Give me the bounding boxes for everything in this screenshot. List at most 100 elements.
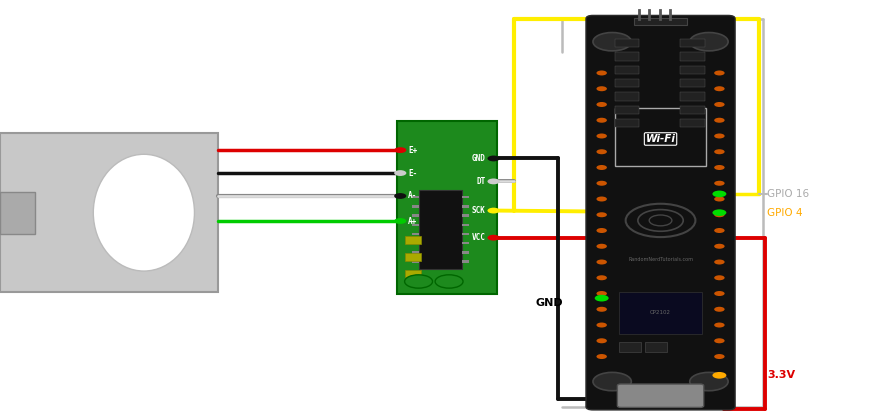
Circle shape xyxy=(596,228,607,233)
Bar xyxy=(397,121,497,294)
Circle shape xyxy=(596,102,607,107)
Text: SCK: SCK xyxy=(472,206,486,215)
Bar xyxy=(462,196,469,198)
Circle shape xyxy=(596,165,607,170)
Circle shape xyxy=(596,291,607,296)
Bar xyxy=(615,106,639,114)
Text: A+: A+ xyxy=(408,216,418,226)
Bar xyxy=(615,92,639,100)
Text: VCC: VCC xyxy=(472,233,486,242)
Text: GND: GND xyxy=(472,154,486,163)
Bar xyxy=(619,292,702,334)
Circle shape xyxy=(714,181,725,186)
Bar xyxy=(412,205,419,208)
Text: A-: A- xyxy=(408,191,418,201)
Ellipse shape xyxy=(93,154,194,271)
Bar xyxy=(619,342,641,352)
Text: RandomNerdTutorials.com: RandomNerdTutorials.com xyxy=(628,257,693,262)
Circle shape xyxy=(714,102,725,107)
Bar xyxy=(412,251,419,254)
Bar xyxy=(0,192,35,234)
Bar xyxy=(462,251,469,254)
Circle shape xyxy=(596,133,607,138)
Circle shape xyxy=(487,156,500,161)
Circle shape xyxy=(714,244,725,249)
Circle shape xyxy=(593,372,631,391)
Text: 3.3V: 3.3V xyxy=(767,370,795,380)
Bar xyxy=(412,196,419,198)
Bar xyxy=(615,108,706,166)
Circle shape xyxy=(487,235,500,241)
Bar xyxy=(462,205,469,208)
Bar xyxy=(615,79,639,87)
Circle shape xyxy=(714,291,725,296)
Circle shape xyxy=(714,149,725,154)
Text: DT: DT xyxy=(476,177,486,186)
Circle shape xyxy=(712,209,726,216)
Circle shape xyxy=(714,338,725,343)
Circle shape xyxy=(714,354,725,359)
Circle shape xyxy=(394,170,406,176)
Text: CP2102: CP2102 xyxy=(650,310,671,315)
Bar xyxy=(645,342,667,352)
Circle shape xyxy=(596,86,607,91)
Circle shape xyxy=(487,178,500,184)
Circle shape xyxy=(690,372,728,391)
Circle shape xyxy=(596,149,607,154)
Circle shape xyxy=(596,118,607,123)
Bar xyxy=(615,52,639,60)
Circle shape xyxy=(596,354,607,359)
Circle shape xyxy=(714,212,725,217)
Circle shape xyxy=(596,259,607,264)
Circle shape xyxy=(596,70,607,75)
Text: E-: E- xyxy=(408,168,418,178)
Text: E+: E+ xyxy=(408,146,418,155)
Circle shape xyxy=(596,244,607,249)
Bar xyxy=(405,236,421,244)
Circle shape xyxy=(690,33,728,51)
Circle shape xyxy=(595,295,609,301)
Bar xyxy=(680,39,705,47)
Circle shape xyxy=(714,228,725,233)
Text: GPIO 16: GPIO 16 xyxy=(767,189,809,199)
Text: Wi-Fi: Wi-Fi xyxy=(645,134,676,144)
Circle shape xyxy=(714,259,725,264)
Circle shape xyxy=(593,33,631,51)
Circle shape xyxy=(435,275,463,288)
Bar xyxy=(680,106,705,114)
Bar xyxy=(462,260,469,263)
Circle shape xyxy=(394,218,406,224)
Bar xyxy=(680,65,705,74)
Bar xyxy=(419,190,462,269)
Circle shape xyxy=(714,196,725,201)
Bar xyxy=(615,39,639,47)
Text: GND: GND xyxy=(535,298,563,308)
Circle shape xyxy=(596,307,607,312)
Circle shape xyxy=(712,191,726,197)
Bar xyxy=(412,224,419,226)
Circle shape xyxy=(712,372,726,379)
Circle shape xyxy=(714,118,725,123)
Circle shape xyxy=(487,208,500,214)
Bar xyxy=(615,119,639,127)
Circle shape xyxy=(394,147,406,153)
Bar xyxy=(680,79,705,87)
Circle shape xyxy=(596,338,607,343)
Circle shape xyxy=(394,193,406,199)
FancyBboxPatch shape xyxy=(617,384,704,407)
Text: GPIO 4: GPIO 4 xyxy=(767,208,803,218)
Bar xyxy=(412,242,419,244)
Bar xyxy=(680,92,705,100)
Bar xyxy=(0,133,218,292)
Bar xyxy=(680,52,705,60)
Circle shape xyxy=(714,70,725,75)
Bar xyxy=(462,242,469,244)
Circle shape xyxy=(714,133,725,138)
FancyBboxPatch shape xyxy=(586,15,735,410)
Bar xyxy=(462,214,469,217)
Bar xyxy=(635,18,687,25)
Circle shape xyxy=(596,275,607,280)
Circle shape xyxy=(714,86,725,91)
Bar xyxy=(412,233,419,235)
Circle shape xyxy=(714,275,725,280)
